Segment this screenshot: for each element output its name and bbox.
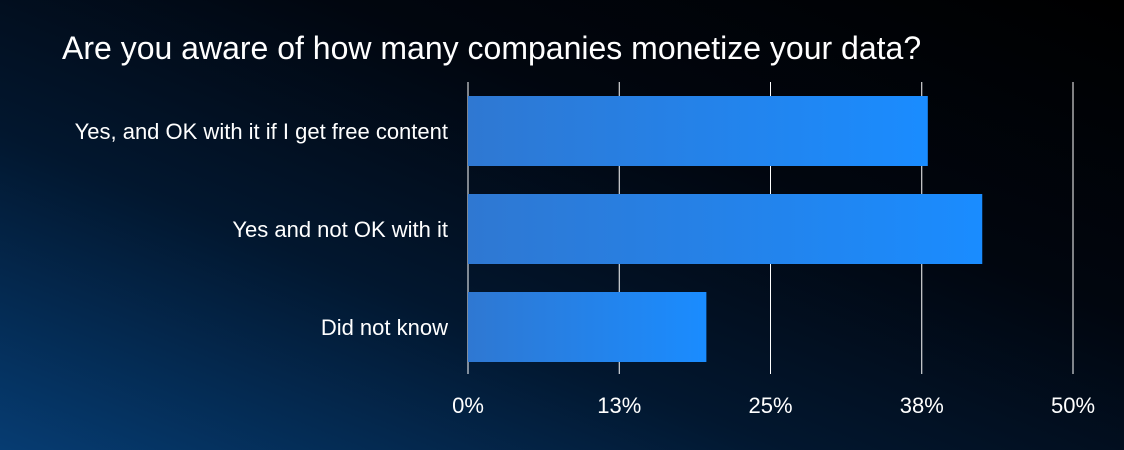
category-labels: Yes, and OK with it if I get free conten… (75, 119, 449, 340)
bars (468, 96, 983, 362)
bar (468, 194, 983, 264)
category-label: Did not know (321, 315, 448, 340)
x-tick-label: 0% (452, 393, 484, 418)
x-tick-label: 25% (748, 393, 792, 418)
category-label: Yes, and OK with it if I get free conten… (75, 119, 448, 144)
bar (468, 292, 707, 362)
x-axis-tick-labels: 0% 13% 25% 38% 50% (452, 393, 1095, 418)
category-label: Yes and not OK with it (232, 217, 448, 242)
bar (468, 96, 928, 166)
x-tick-label: 50% (1051, 393, 1095, 418)
x-tick-label: 38% (900, 393, 944, 418)
x-tick-label: 13% (597, 393, 641, 418)
chart-title: Are you aware of how many companies mone… (62, 30, 922, 66)
